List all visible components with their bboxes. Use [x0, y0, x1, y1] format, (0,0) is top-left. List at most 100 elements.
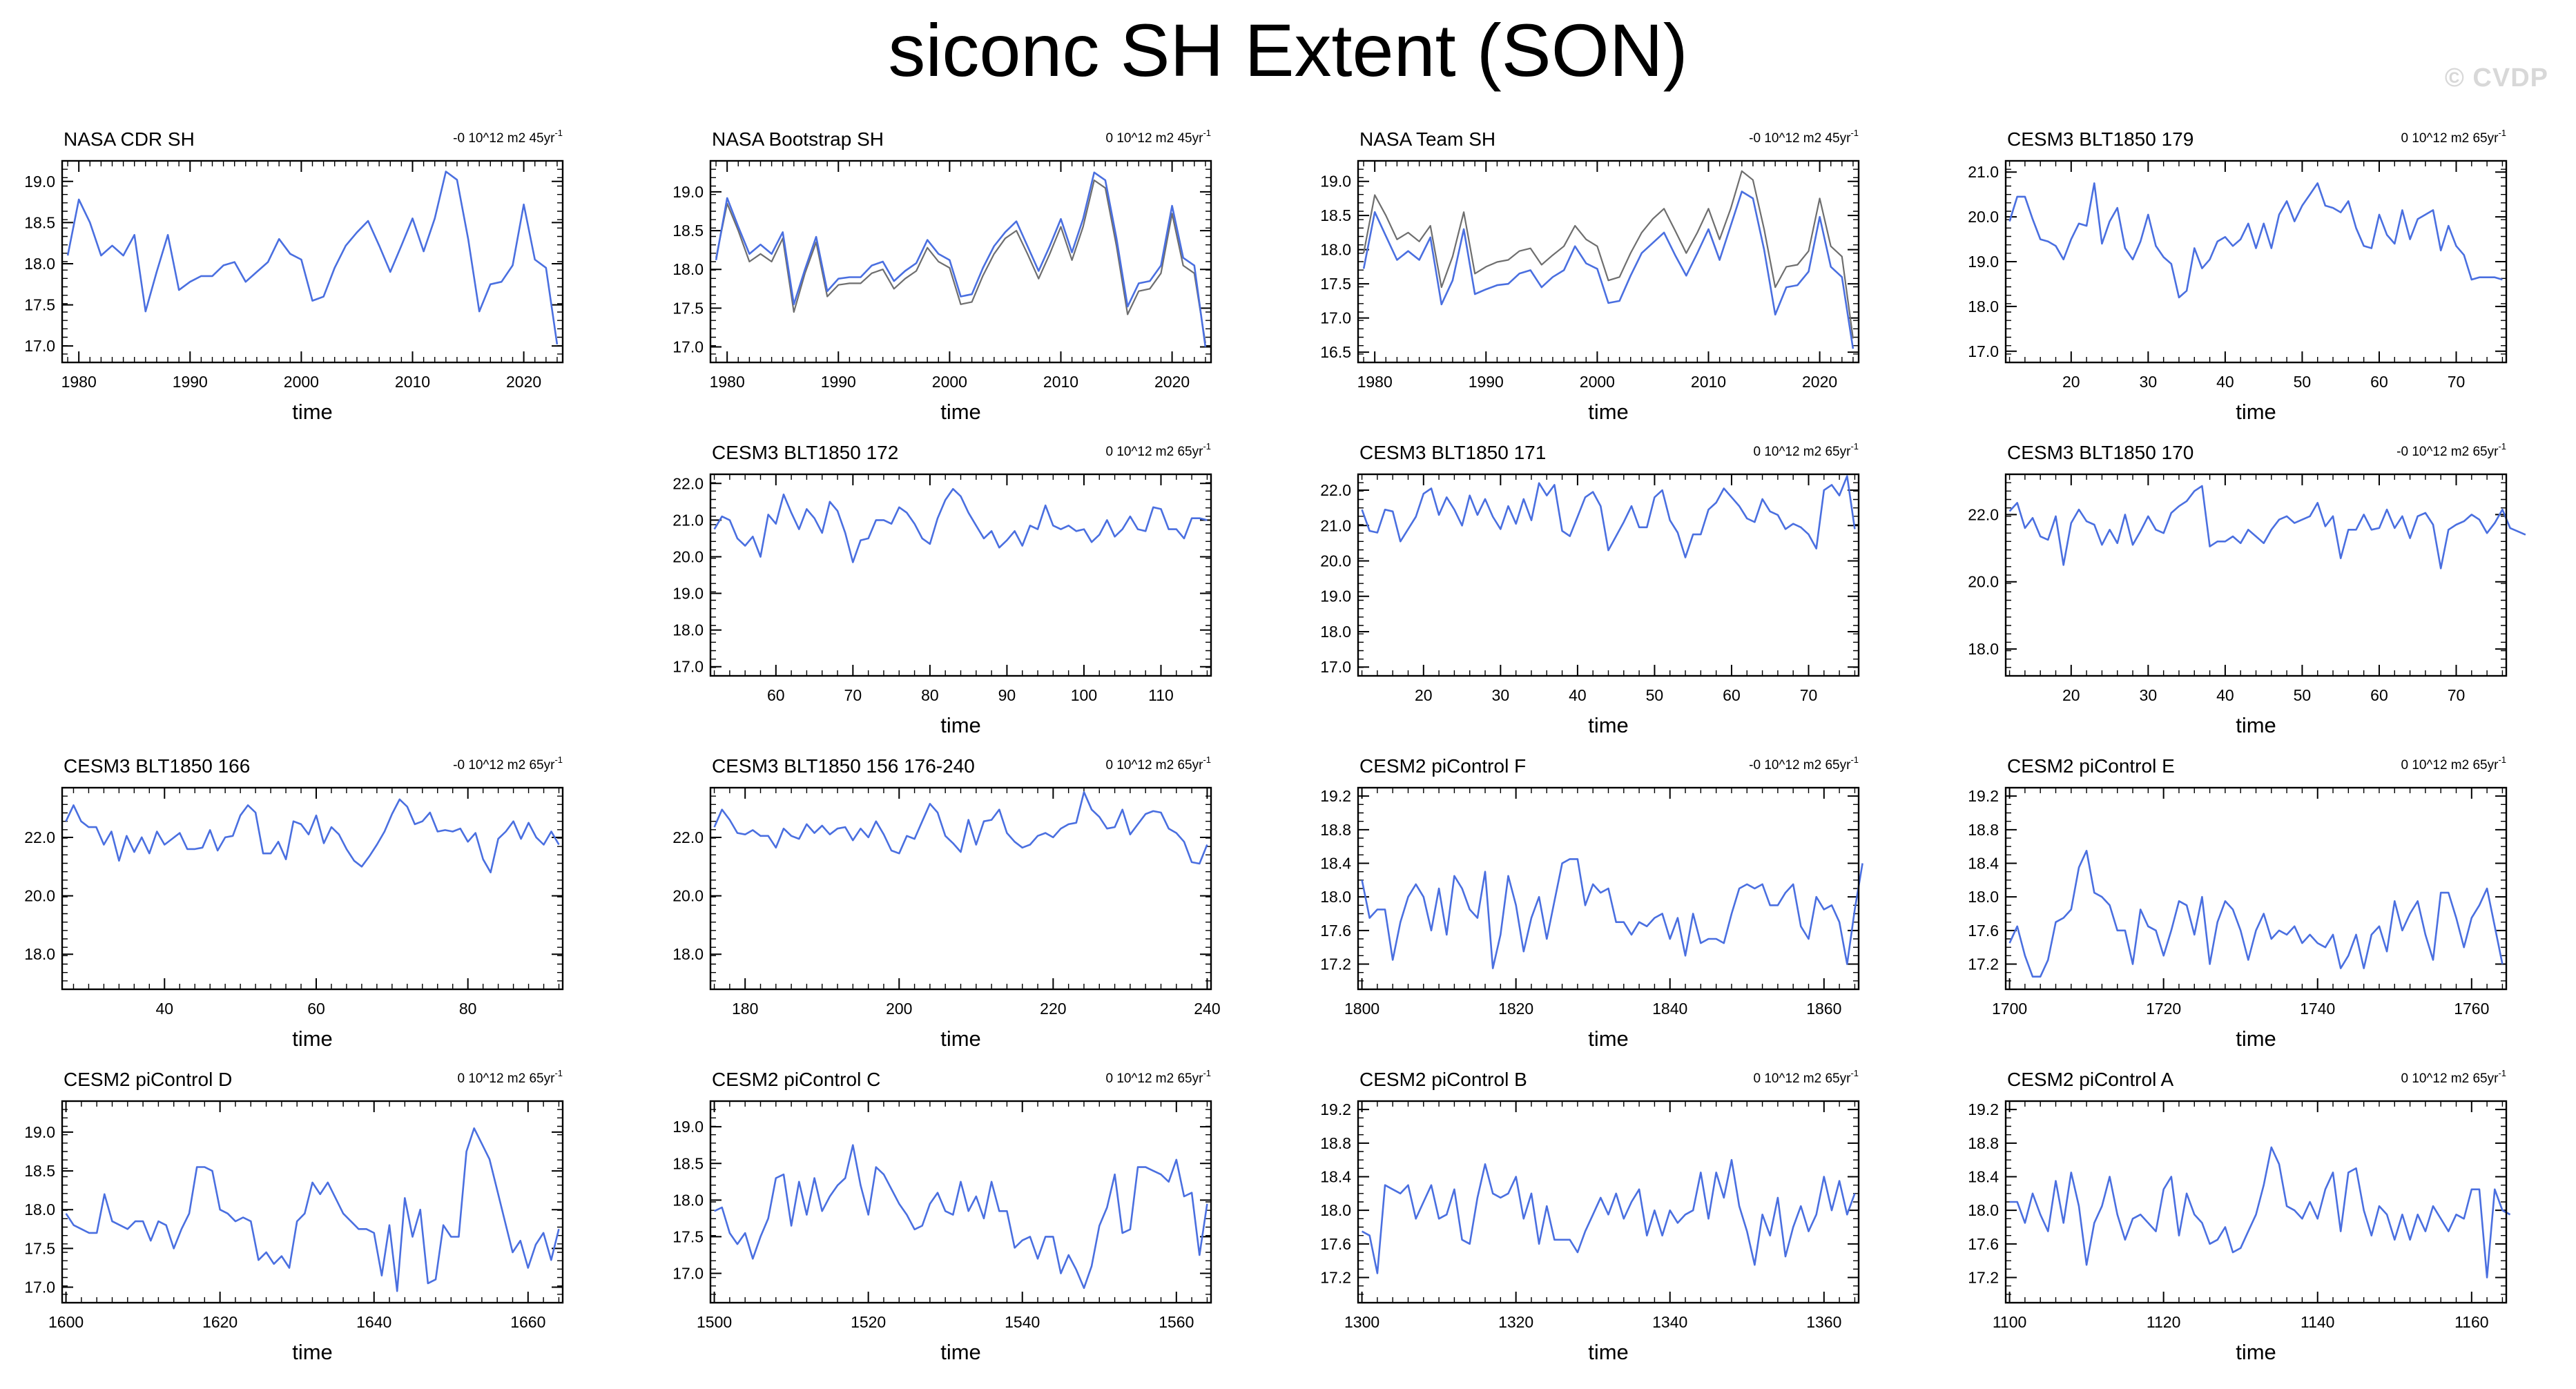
- x-tick-label: 1300: [1344, 1313, 1379, 1331]
- observed-series-line: [715, 179, 1206, 344]
- x-tick-label: 20: [2062, 373, 2080, 391]
- minor-ticks: [2006, 1101, 2506, 1303]
- x-tick-label: 60: [1723, 686, 1741, 704]
- x-tick-label: 1600: [48, 1313, 84, 1331]
- plot-frame: [709, 473, 1212, 677]
- x-tick-label: 1100: [1993, 1313, 2026, 1331]
- x-axis-label: time: [292, 1027, 333, 1051]
- minor-ticks: [62, 160, 563, 363]
- chart-panel-8: CESM3 BLT1850 156 176-240 0 10^12 m2 65yr…: [672, 755, 1220, 1051]
- trend-label: 0 10^12 m2 65yr-1: [457, 1068, 563, 1086]
- x-tick-label: 1340: [1652, 1313, 1687, 1331]
- x-axis-label: time: [292, 1340, 333, 1364]
- y-tick-label: 19.0: [1320, 173, 1351, 191]
- minor-ticks: [710, 474, 1211, 677]
- x-tick-label: 1520: [851, 1313, 886, 1331]
- x-tick-label: 200: [886, 1000, 912, 1018]
- series-line: [1361, 1158, 1856, 1274]
- trend-label: 0 10^12 m2 65yr-1: [2401, 128, 2506, 146]
- y-tick-label: 18.8: [1968, 821, 1999, 839]
- y-tick-label: 21.0: [672, 511, 704, 529]
- y-tick-label: 19.0: [24, 1123, 55, 1141]
- minor-ticks: [1358, 474, 1859, 677]
- x-tick-label: 1980: [1357, 373, 1393, 391]
- x-axis-label: time: [1588, 1027, 1629, 1051]
- y-tick-label: 17.2: [1968, 955, 1999, 973]
- minor-ticks: [2006, 160, 2506, 363]
- trend-label: 0 10^12 m2 65yr-1: [2401, 755, 2506, 773]
- x-tick-label: 1990: [173, 373, 208, 391]
- series-line: [2008, 850, 2504, 978]
- x-tick-label: 40: [2216, 373, 2234, 391]
- plot-frame: [709, 1100, 1212, 1304]
- observed-series-line: [1363, 170, 1854, 339]
- panel-title: CESM2 piControl F: [1359, 755, 1526, 777]
- panel-title: CESM3 BLT1850 171: [1359, 442, 1546, 463]
- plot-frame: [2004, 159, 2508, 364]
- x-tick-label: 1360: [1806, 1313, 1841, 1331]
- trend-label: -0 10^12 m2 45yr-1: [1749, 128, 1859, 146]
- x-tick-label: 1980: [61, 373, 97, 391]
- chart-panel-0: NASA CDR SH -0 10^12 m2 45yr-1 1980 1990 200…: [24, 128, 564, 424]
- x-tick-label: 60: [767, 686, 785, 704]
- y-tick-label: 17.5: [24, 296, 55, 314]
- trend-label: -0 10^12 m2 45yr-1: [453, 128, 563, 146]
- plot-frame: [61, 1100, 564, 1304]
- chart-panel-7: CESM3 BLT1850 166 -0 10^12 m2 65yr-1 40 60 8…: [24, 755, 564, 1051]
- x-tick-label: 40: [1569, 686, 1587, 704]
- x-tick-label: 1660: [510, 1313, 545, 1331]
- panel-title: CESM3 BLT1850 179: [2007, 128, 2194, 150]
- trend-label: 0 10^12 m2 65yr-1: [2401, 1068, 2506, 1086]
- series-line: [1362, 191, 1854, 349]
- y-tick-label: 17.0: [672, 1265, 704, 1283]
- y-tick-label: 17.0: [1968, 342, 1999, 360]
- y-tick-label: 20.0: [24, 887, 55, 905]
- y-tick-label: 18.0: [1320, 623, 1351, 641]
- y-tick-label: 17.0: [1320, 658, 1351, 676]
- x-tick-label: 1160: [2454, 1313, 2488, 1331]
- y-tick-label: 18.5: [24, 213, 55, 231]
- y-tick-label: 18.4: [1968, 855, 1999, 873]
- x-tick-label: 1700: [1992, 1000, 2027, 1018]
- y-tick-label: 19.0: [672, 1118, 704, 1136]
- y-tick-label: 19.2: [1968, 1100, 1999, 1118]
- panel-title: CESM2 piControl C: [712, 1069, 880, 1090]
- y-tick-label: 18.0: [672, 260, 704, 278]
- x-tick-label: 2010: [395, 373, 430, 391]
- minor-ticks: [710, 788, 1211, 990]
- x-axis-label: time: [940, 1340, 981, 1364]
- plot-frame: [1357, 159, 1860, 364]
- y-tick-label: 18.0: [1320, 241, 1351, 259]
- x-tick-label: 1980: [710, 373, 745, 391]
- x-tick-label: 2000: [1580, 373, 1615, 391]
- x-tick-label: 1840: [1652, 1000, 1687, 1018]
- y-tick-label: 17.6: [1320, 1235, 1351, 1253]
- y-tick-label: 19.2: [1968, 787, 1999, 805]
- y-tick-label: 18.0: [24, 255, 55, 273]
- trend-label: -0 10^12 m2 65yr-1: [2396, 441, 2506, 459]
- y-tick-label: 18.8: [1968, 1134, 1999, 1152]
- y-tick-label: 20.0: [1968, 208, 1999, 226]
- y-tick-label: 18.8: [1320, 821, 1351, 839]
- plot-frame: [1357, 786, 1860, 991]
- x-tick-label: 1820: [1498, 1000, 1533, 1018]
- trend-label: 0 10^12 m2 45yr-1: [1105, 128, 1211, 146]
- x-axis-label: time: [2236, 713, 2276, 737]
- x-tick-label: 1860: [1806, 1000, 1841, 1018]
- y-tick-label: 22.0: [1320, 481, 1351, 499]
- x-tick-label: 60: [2370, 686, 2388, 704]
- x-tick-label: 180: [732, 1000, 758, 1018]
- y-tick-label: 18.8: [1320, 1134, 1351, 1152]
- x-tick-label: 240: [1194, 1000, 1220, 1018]
- x-tick-label: 40: [155, 1000, 173, 1018]
- trend-label: 0 10^12 m2 65yr-1: [1105, 1068, 1211, 1086]
- plot-frame: [709, 786, 1212, 991]
- chart-panel-6: CESM3 BLT1850 170 -0 10^12 m2 65yr-1 20 30 4…: [1968, 441, 2526, 737]
- y-tick-label: 17.0: [24, 337, 55, 355]
- x-axis-label: time: [2236, 1027, 2276, 1051]
- y-tick-label: 17.2: [1320, 955, 1351, 973]
- y-tick-label: 17.6: [1968, 922, 1999, 940]
- chart-panel-11: CESM2 piControl D 0 10^12 m2 65yr-1 1600 16…: [24, 1068, 564, 1364]
- y-tick-label: 19.0: [24, 173, 55, 191]
